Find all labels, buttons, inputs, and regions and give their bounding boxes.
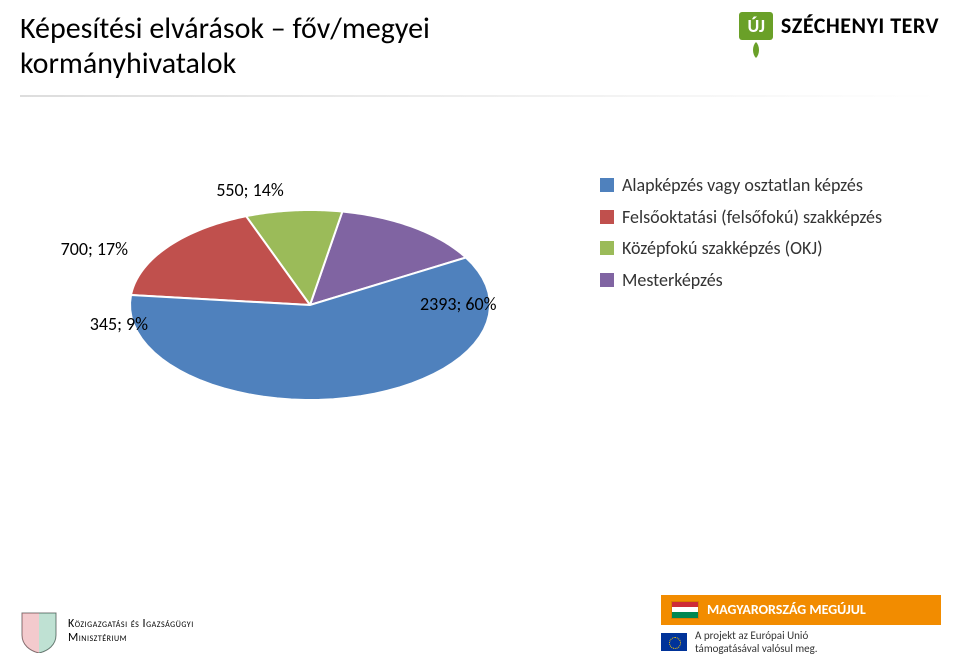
pie-label-alapkepzes: 2393; 60% <box>420 293 497 315</box>
page-title: Képesítési elvárások – főv/megyei kormán… <box>20 12 480 81</box>
szechenyi-text: SZÉCHENYI TERV <box>781 12 939 39</box>
title-line-2: kormányhivatalok <box>20 45 236 82</box>
legend-swatch <box>600 241 614 255</box>
legend-label: Felsőoktatási (felsőfokú) szakképzés <box>622 207 882 229</box>
ministry-line-2: Minisztérium <box>68 631 127 645</box>
footer: Közigazgatási és Igazságügyi Minisztériu… <box>0 573 959 663</box>
footer-right: MAGYARORSZÁG MEGÚJUL A projekt az Európa… <box>661 595 941 655</box>
orange-bar: MAGYARORSZÁG MEGÚJUL <box>661 595 941 625</box>
legend-label: Középfokú szakképzés (OKJ) <box>622 238 823 260</box>
ministry-text: Közigazgatási és Igazságügyi Minisztériu… <box>68 617 194 646</box>
eu-row: A projekt az Európai Unió támogatásával … <box>661 629 941 655</box>
hungary-flag-icon <box>671 601 699 619</box>
legend-item-felsooktatasi: Felsőoktatási (felsőfokú) szakképzés <box>600 207 920 229</box>
legend-swatch <box>600 273 614 287</box>
legend-swatch <box>600 210 614 224</box>
header-divider <box>20 95 939 97</box>
footer-ministry: Közigazgatási és Igazságügyi Minisztériu… <box>20 609 194 653</box>
eu-flag-icon <box>661 633 687 651</box>
orange-bar-text: MAGYARORSZÁG MEGÚJUL <box>707 601 866 618</box>
eu-text: A projekt az Európai Unió támogatásával … <box>695 629 818 655</box>
legend-item-mesterkepzes: Mesterképzés <box>600 270 920 292</box>
pie-label-kozepfoku: 345; 9% <box>90 313 148 335</box>
szechenyi-leaf-icon <box>746 40 766 60</box>
legend: Alapképzés vagy osztatlan képzés Felsőok… <box>600 175 920 301</box>
coat-of-arms-icon <box>20 609 58 653</box>
title-line-1: Képesítési elvárások – főv/megyei <box>20 10 430 47</box>
legend-item-kozepfoku: Középfokú szakképzés (OKJ) <box>600 238 920 260</box>
legend-label: Alapképzés vagy osztatlan képzés <box>622 175 863 197</box>
pie-label-felsooktatasi: 700; 17% <box>61 238 129 260</box>
uj-badge: ÚJ <box>739 12 772 40</box>
szechenyi-logo: ÚJ SZÉCHENYI TERV <box>739 12 939 60</box>
legend-item-alapkepzes: Alapképzés vagy osztatlan képzés <box>600 175 920 197</box>
legend-label: Mesterképzés <box>622 270 723 292</box>
ministry-line-1: Közigazgatási és Igazságügyi <box>68 617 194 631</box>
pie-label-mesterkepzes: 550; 14% <box>216 179 284 201</box>
pie-chart: 2393; 60% 700; 17% 345; 9% 550; 14% <box>40 140 580 460</box>
legend-swatch <box>600 178 614 192</box>
